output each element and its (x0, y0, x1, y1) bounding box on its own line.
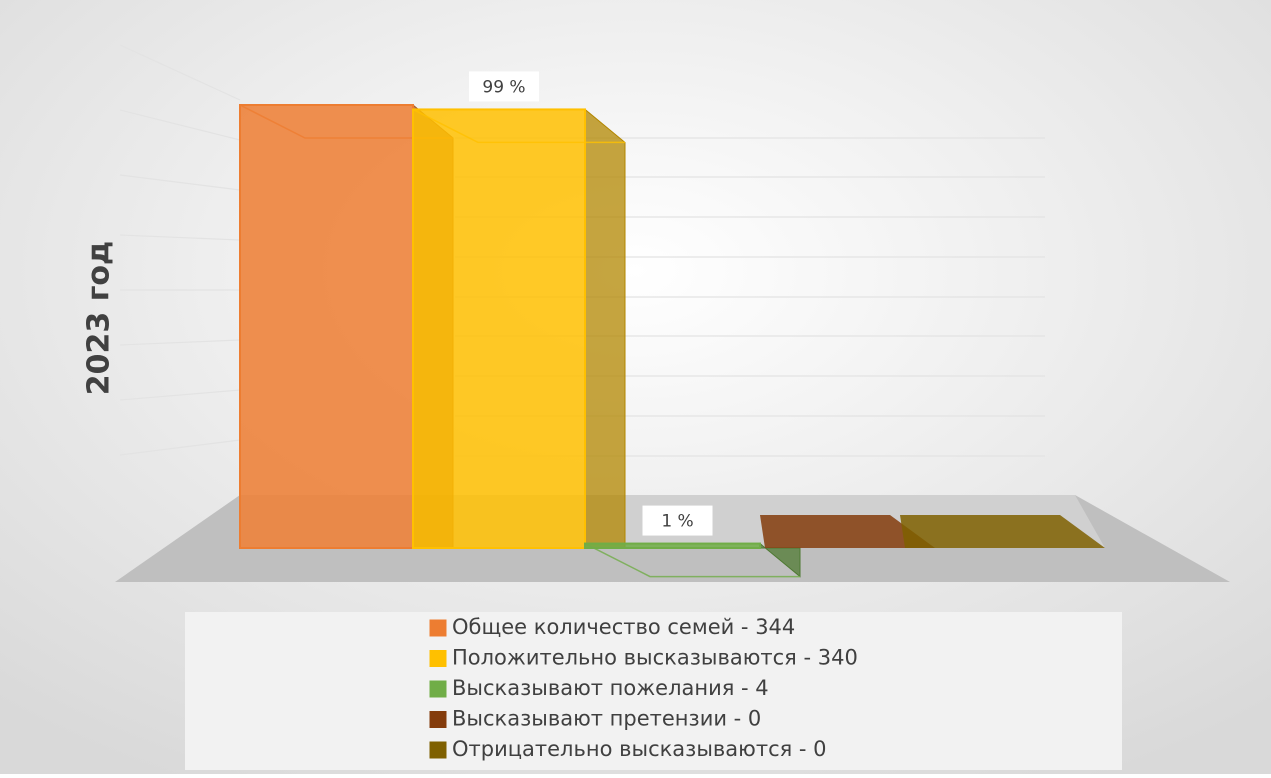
data-label: 1 % (661, 512, 693, 532)
data-label: 99 % (482, 77, 525, 97)
legend-swatch (429, 711, 447, 728)
bar-edge (412, 108, 625, 144)
legend-swatch (429, 680, 447, 698)
axis-title: 2023 год (82, 241, 117, 395)
legend-swatch (429, 619, 447, 637)
legend-label: Общее количество семей - 344 (452, 615, 795, 639)
bar (760, 515, 935, 548)
legend-label: Высказывают пожелания - 4 (452, 676, 769, 700)
bar (412, 108, 586, 550)
legend-swatch (429, 650, 447, 667)
data-label-box (469, 71, 539, 102)
legend-label: Отрицательно высказываются - 0 (452, 737, 827, 761)
legend-swatch (429, 741, 447, 759)
legend-label: Положительно высказываются - 340 (452, 646, 858, 670)
bar-side (584, 108, 626, 549)
bar (239, 104, 414, 549)
bar (584, 542, 761, 550)
bar-edge (239, 104, 453, 139)
legend-box (185, 612, 1122, 770)
data-label-box (642, 505, 713, 536)
bar (900, 515, 1105, 548)
legend-label: Высказывают претензии - 0 (452, 707, 761, 731)
bar-edge (584, 542, 800, 578)
